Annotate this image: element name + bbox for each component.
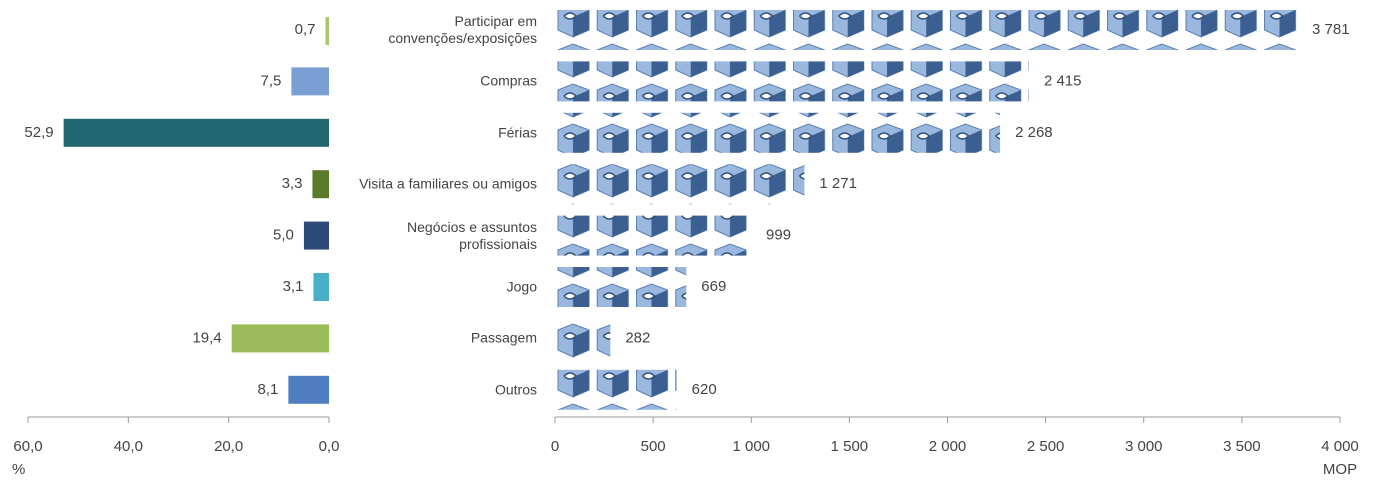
pictograph-bar: [555, 215, 752, 256]
value-label: 669: [701, 278, 726, 295]
category-label: Compras: [480, 72, 537, 89]
x-tick-label: 20,0: [214, 438, 243, 455]
value-label: 3,1: [283, 278, 304, 295]
category-label: Jogo: [506, 278, 537, 295]
value-label: 19,4: [192, 329, 221, 346]
category-label: Passagem: [470, 329, 537, 346]
category-label: Participar em convenções/exposições: [388, 13, 537, 46]
value-label: 2 268: [1015, 124, 1053, 141]
value-label: 3,3: [282, 175, 303, 192]
bar: [288, 375, 329, 404]
pictograph-bar: [555, 112, 1001, 153]
pictograph-bar: [555, 61, 1029, 102]
bar: [313, 273, 329, 301]
value-label: 282: [625, 329, 650, 346]
pictograph-bar: [555, 369, 677, 410]
x-tick-label: 2 500: [1027, 438, 1065, 455]
x-tick-label: 3 500: [1223, 438, 1261, 455]
category-label: Outros: [494, 381, 537, 398]
value-label: 1 271: [819, 175, 857, 192]
value-label: 620: [692, 381, 717, 398]
bar: [325, 17, 329, 45]
x-tick-label: 1 500: [831, 438, 869, 455]
category-label: Negócios e assuntos profissionais: [407, 218, 537, 252]
value-label: 7,5: [261, 72, 282, 89]
category-label: Férias: [498, 124, 537, 141]
pictograph-bar: [555, 164, 805, 205]
x-tick-label: 4 000: [1321, 438, 1359, 455]
value-label: 8,1: [258, 381, 279, 398]
bar: [63, 118, 329, 147]
bar: [303, 221, 329, 250]
bar: [312, 170, 329, 199]
x-tick-label: 3 000: [1125, 438, 1163, 455]
x-tick-label: 1 000: [732, 438, 770, 455]
pictograph-bar: [555, 10, 1298, 50]
value-label: 3 781: [1312, 21, 1350, 38]
value-label: 2 415: [1044, 72, 1082, 89]
category-label: Visita a familiares ou amigos: [359, 175, 537, 192]
x-tick-label: 0: [551, 438, 559, 455]
value-label: 0,7: [295, 21, 316, 38]
x-tick-label: 2 000: [929, 438, 967, 455]
x-axis-label: MOP: [1323, 461, 1357, 478]
pictograph-bar: [555, 267, 687, 307]
value-label: 999: [766, 227, 791, 244]
value-label: 52,9: [24, 124, 53, 141]
x-tick-label: 40,0: [114, 438, 143, 455]
x-axis-label: %: [12, 461, 25, 478]
bar: [291, 67, 329, 96]
x-tick-label: 60,0: [13, 438, 42, 455]
x-tick-label: 500: [641, 438, 666, 455]
pictograph-bar: [555, 318, 611, 359]
bar: [231, 324, 329, 353]
x-tick-label: 0,0: [319, 438, 340, 455]
value-label: 5,0: [273, 227, 294, 244]
